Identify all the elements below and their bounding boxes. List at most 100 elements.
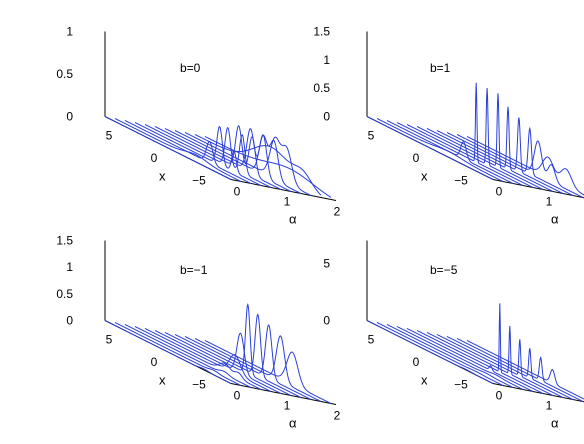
trace-alpha-slice xyxy=(416,93,544,190)
alpha-tick-labels: 0 1 2 xyxy=(234,389,341,423)
trace-alpha-slice xyxy=(144,124,272,188)
z-tick-label: 1.5 xyxy=(313,25,330,39)
panel-b1: b=1 x α 0 0.5 1 1.5 5 0 −5 0 1 2 xyxy=(313,25,584,227)
x-tick-label: 0 xyxy=(413,151,420,165)
alpha-tick-label: 0 xyxy=(234,185,241,199)
trace-alpha-slice xyxy=(134,326,262,390)
trace-alpha-slice xyxy=(386,120,514,184)
x-tick-label: −5 xyxy=(454,174,468,188)
panel-title: b=−5 xyxy=(430,263,458,277)
z-tick-labels: 0 0.5 1 1.5 xyxy=(313,25,330,124)
trace-alpha-slice xyxy=(114,322,242,386)
z-tick-label: 0.5 xyxy=(56,287,73,301)
trace-alpha-slice xyxy=(366,320,494,384)
alpha-axis-line xyxy=(230,179,337,201)
alpha-tick-labels: 0 1 2 xyxy=(496,185,553,209)
trace-alpha-slice xyxy=(366,116,494,180)
x-tick-labels: 5 0 −5 xyxy=(368,333,469,392)
trace-alpha-slice xyxy=(184,324,312,400)
trace-alpha-slice xyxy=(436,117,564,194)
panel-b-minus5: b=−5 x α 0 5 5 0 −5 0 1 2 xyxy=(323,240,584,431)
x-axis-label: x xyxy=(159,169,166,184)
panel-b-minus1: b=−1 x α 0 0.5 1 1.5 5 0 −5 0 1 2 xyxy=(56,234,340,431)
panel-title: b=1 xyxy=(430,61,451,75)
z-tick-labels: 0 5 xyxy=(323,256,330,327)
x-tick-label: 0 xyxy=(151,355,158,369)
x-tick-label: 5 xyxy=(368,129,375,143)
x-tick-label: −5 xyxy=(192,174,206,188)
trace-alpha-slice xyxy=(396,82,524,186)
x-axis-label: x xyxy=(421,373,428,388)
z-tick-label: 0 xyxy=(66,314,73,328)
z-tick-label: 0 xyxy=(66,110,73,124)
trace-alpha-slice xyxy=(204,136,332,198)
trace-alpha-slice xyxy=(104,320,232,384)
alpha-tick-label: 1 xyxy=(284,195,291,209)
trace-alpha-slice xyxy=(164,303,292,396)
trace-alpha-slice xyxy=(184,132,312,196)
z-tick-labels: 0 0.5 1 xyxy=(56,25,73,124)
panel-title: b=0 xyxy=(180,61,201,75)
trace-alpha-slice xyxy=(124,324,252,388)
z-tick-label: 0 xyxy=(323,314,330,328)
alpha-tick-label: 0 xyxy=(234,389,241,403)
alpha-tick-label: 1 xyxy=(546,399,553,413)
x-tick-label: −5 xyxy=(454,378,468,392)
trace-alpha-slice xyxy=(174,130,302,194)
trace-alpha-slice xyxy=(114,118,242,182)
trace-alpha-slice xyxy=(426,325,554,396)
trace-alpha-slice xyxy=(154,330,282,394)
trace-alpha-slice xyxy=(194,335,322,402)
x-tick-label: 0 xyxy=(413,355,420,369)
z-tick-label: 5 xyxy=(323,256,330,270)
x-tick-label: 5 xyxy=(106,129,113,143)
alpha-tick-label: 1 xyxy=(546,195,553,209)
alpha-tick-labels: 0 1 2 xyxy=(234,185,341,219)
trace-alpha-slice xyxy=(124,120,252,184)
alpha-tick-labels: 0 1 2 xyxy=(496,389,553,413)
panel-title: b=−1 xyxy=(180,263,208,277)
alpha-axis-label: α xyxy=(289,416,297,431)
alpha-axis-line xyxy=(230,383,337,405)
trace-alpha-slice xyxy=(406,328,534,392)
x-tick-labels: 5 0 −5 xyxy=(106,129,207,188)
x-tick-label: 5 xyxy=(106,333,113,347)
z-tick-label: 1.5 xyxy=(56,234,73,248)
x-tick-label: 5 xyxy=(368,333,375,347)
trace-alpha-slice xyxy=(376,322,504,386)
alpha-axis-label: α xyxy=(551,212,559,227)
trace-alpha-slice xyxy=(406,88,534,188)
trace-alpha-slice xyxy=(466,136,584,196)
alpha-tick-label: 0 xyxy=(496,389,503,403)
x-axis-label: x xyxy=(159,373,166,388)
x-tick-label: −5 xyxy=(192,378,206,392)
trace-alpha-slice xyxy=(436,334,564,398)
z-tick-label: 0.5 xyxy=(56,67,73,81)
panel-b0: b=0 x α 0 0.5 1 5 0 −5 0 1 2 xyxy=(56,25,340,227)
alpha-tick-label: 2 xyxy=(334,205,341,219)
alpha-axis-label: α xyxy=(289,212,297,227)
alpha-axis-label: α xyxy=(551,416,559,431)
alpha-axis-line xyxy=(492,383,584,403)
alpha-tick-label: 1 xyxy=(284,399,291,413)
trace-alpha-slice xyxy=(104,116,232,180)
z-tick-labels: 0 0.5 1 1.5 xyxy=(56,234,73,328)
trace-alpha-slice xyxy=(446,336,574,400)
alpha-tick-label: 2 xyxy=(334,409,341,423)
z-tick-label: 0 xyxy=(323,110,330,124)
trace-alpha-slice xyxy=(416,303,544,394)
x-tick-labels: 5 0 −5 xyxy=(106,333,207,392)
trace-alpha-slice xyxy=(466,340,584,400)
trace-alpha-slice xyxy=(144,328,272,392)
trace-alpha-slice xyxy=(386,324,514,388)
alpha-tick-label: 0 xyxy=(496,185,503,199)
z-tick-label: 1 xyxy=(323,53,330,67)
trace-alpha-slice xyxy=(174,313,302,398)
trace-alpha-slice xyxy=(204,340,332,404)
trace-alpha-slice xyxy=(134,122,262,186)
trace-alpha-slice xyxy=(164,128,292,192)
z-tick-label: 1 xyxy=(66,25,73,39)
x-tick-labels: 5 0 −5 xyxy=(368,129,469,188)
